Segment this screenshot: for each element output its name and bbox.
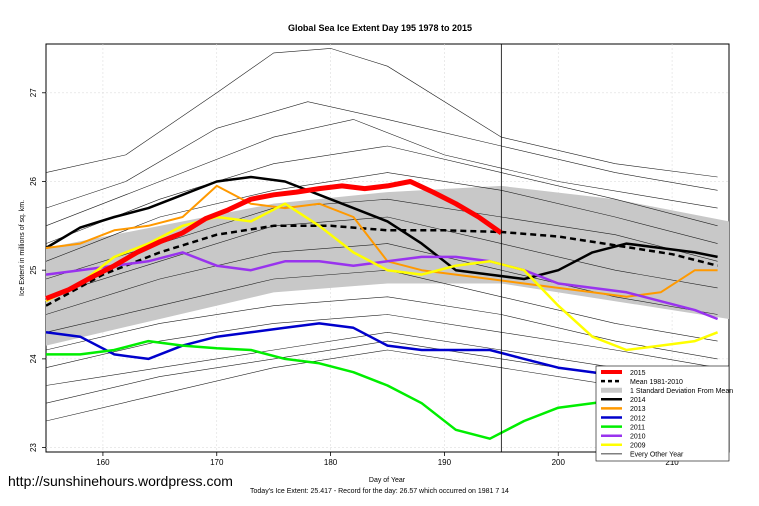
x-tick-label: 170 xyxy=(210,458,224,467)
legend-label: 2010 xyxy=(630,434,646,441)
other-year-line xyxy=(46,48,718,177)
legend-label: 2009 xyxy=(630,443,646,450)
x-axis-label: Day of Year xyxy=(369,477,406,484)
legend-label: 2012 xyxy=(630,415,646,422)
x-tick-label: 190 xyxy=(438,458,452,467)
legend-label: Every Other Year xyxy=(630,452,684,459)
x-tick-label: 180 xyxy=(324,458,338,467)
other-year-line xyxy=(46,102,718,208)
x-tick-label: 160 xyxy=(96,458,110,467)
legend-label: 2013 xyxy=(630,406,646,413)
y-tick-label: 24 xyxy=(29,354,38,363)
y-tick-label: 25 xyxy=(29,265,38,274)
legend-label: 2015 xyxy=(630,370,646,377)
std-dev-band xyxy=(46,186,729,346)
legend-label: 2011 xyxy=(630,424,645,431)
y-tick-label: 27 xyxy=(29,88,38,97)
chart-title: Global Sea Ice Extent Day 195 1978 to 20… xyxy=(288,23,472,33)
sea-ice-chart: Global Sea Ice Extent Day 195 1978 to 20… xyxy=(0,0,759,506)
footer-note: Today's Ice Extent: 25.417 - Record for … xyxy=(0,488,759,495)
legend-label: 1 Standard Deviation From Mean xyxy=(630,388,733,395)
y-tick-label: 23 xyxy=(29,443,38,452)
legend-label: 2014 xyxy=(630,397,646,404)
watermark-url: http://sunshinehours.wordpress.com xyxy=(8,473,233,489)
legend-label: Mean 1981-2010 xyxy=(630,379,683,386)
x-tick-label: 200 xyxy=(552,458,566,467)
y-tick-label: 26 xyxy=(29,176,38,185)
y-axis-label: Ice Extent in millions of sq. km. xyxy=(19,200,26,296)
